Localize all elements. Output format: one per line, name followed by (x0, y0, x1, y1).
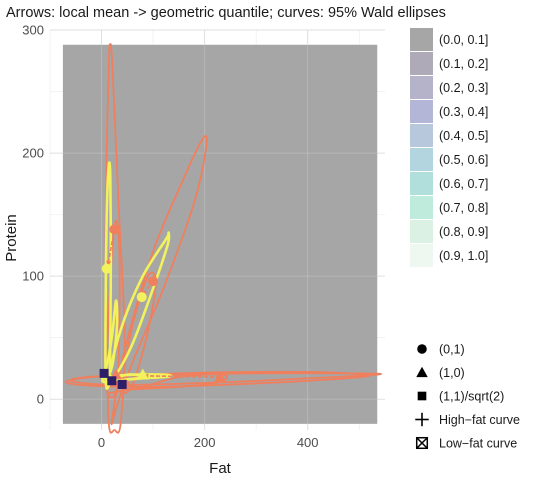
y-tick-label: 100 (22, 269, 44, 284)
shape-legend-key-square (417, 391, 427, 401)
shape-legend-label: (0,1) (439, 343, 465, 357)
data-point-circle (148, 276, 159, 287)
boxed-x-frame (415, 436, 429, 450)
fill-legend-label: (0.0, 0.1] (439, 33, 488, 47)
shape-legend-label: (1,0) (439, 366, 465, 380)
x-axis-ticks: 0 200 400 (98, 435, 319, 450)
fill-legend-label: (0.9, 1.0] (439, 249, 488, 263)
boxed-x-diagonal (416, 437, 428, 449)
data-point-triangle (136, 368, 149, 380)
fill-legend-key (410, 76, 433, 99)
x-tick-label: 200 (194, 435, 216, 450)
data-point-triangle (214, 371, 227, 382)
wald-ellipse (107, 231, 171, 383)
data-point-square (99, 368, 109, 378)
y-tick-label: 200 (22, 146, 44, 161)
x-axis-title: Fat (209, 460, 232, 477)
shape-legend-key-boxed-x (415, 436, 429, 450)
data-point-square (107, 376, 117, 386)
fill-legend-label: (0.2, 0.3] (439, 81, 488, 95)
shape-legend-label: (1,1)/sqrt(2) (439, 390, 504, 404)
quantile-points (99, 224, 227, 390)
fill-legend-label: (0.6, 0.7] (439, 177, 488, 191)
shape-legend-label: High−fat curve (439, 413, 520, 427)
arrow-shaft (106, 229, 116, 267)
fill-legend-label: (0.1, 0.2] (439, 57, 488, 71)
y-tick-label: 300 (22, 23, 44, 38)
fill-legend-label: (0.5, 0.6] (439, 153, 488, 167)
fill-legend-key (410, 172, 433, 195)
fill-legend-key (410, 220, 433, 243)
plot-panel (49, 29, 385, 434)
x-tick-label: 400 (297, 435, 319, 450)
fill-legend-label: (0.4, 0.5] (439, 129, 488, 143)
shape-legend-label: Low−fat curve (439, 437, 517, 451)
fill-legend-label: (0.3, 0.4] (439, 105, 488, 119)
fill-legend-key (410, 52, 433, 75)
arrow-shaft (142, 375, 221, 378)
fill-legend-key (410, 196, 433, 219)
wald-ellipse (108, 373, 228, 395)
fill-legend-label: (0.8, 0.9] (439, 225, 488, 239)
shape-legend-key-triangle (416, 366, 428, 378)
fill-legend-key (410, 28, 433, 51)
y-axis-title: Protein (3, 214, 20, 262)
data-point-circle (109, 224, 120, 235)
shape-legend: (0,1) (1,0) (1,1)/sqrt(2) High−fat curve Low… (415, 343, 520, 451)
data-point-circle (101, 263, 112, 274)
fill-legend-key (410, 244, 433, 267)
chart-title: Arrows: local mean -> geometric quantile… (6, 5, 446, 21)
fill-legend: (0.0, 0.1] (0.1, 0.2] (0.2, 0.3] (0.3, 0.4]… (410, 28, 488, 267)
fill-legend-key (410, 124, 433, 147)
x-tick-label: 0 (98, 435, 105, 450)
fill-legend-label: (0.7, 0.8] (439, 201, 488, 215)
major-grid (50, 29, 385, 430)
wald-ellipse (110, 373, 160, 383)
data-point-square (117, 379, 127, 389)
y-axis-ticks: 0 100 200 300 (22, 23, 44, 407)
shape-legend-key-circle (417, 344, 427, 354)
fill-legend-key (410, 148, 433, 171)
shape-legend-key-plus (415, 412, 429, 427)
wald-ellipse (105, 219, 121, 399)
data-point-circle (136, 292, 147, 303)
y-tick-label: 0 (37, 392, 44, 407)
fill-legend-key (410, 100, 433, 123)
